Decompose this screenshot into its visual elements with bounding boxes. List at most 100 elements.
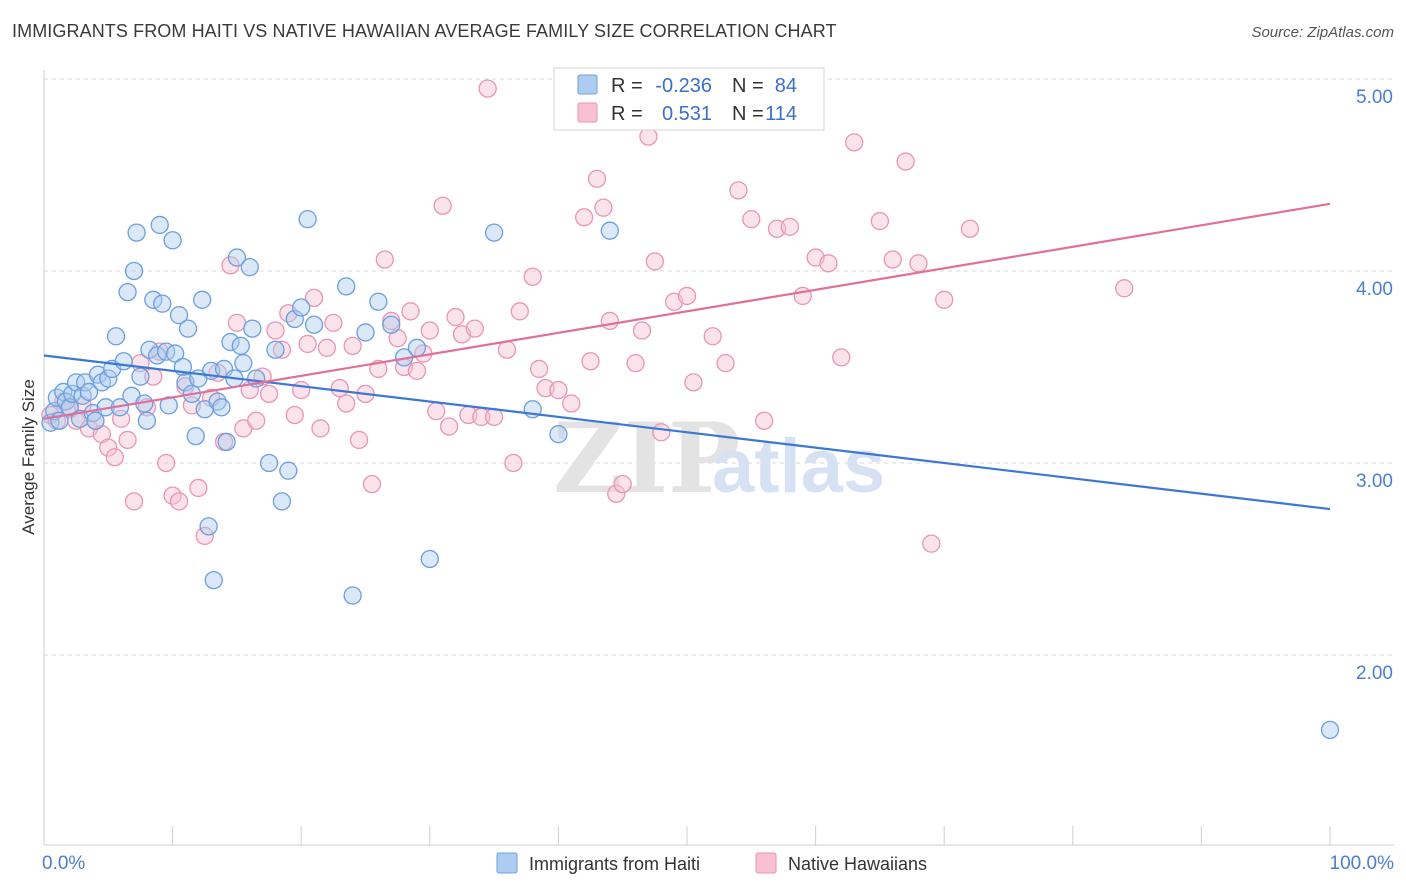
- watermark: ZIP atlas: [553, 402, 885, 515]
- haiti-point-61: [243, 319, 262, 338]
- haiti-point-67: [285, 309, 304, 329]
- legend-swatch-hawaiian: [577, 102, 598, 123]
- haiti-point-73: [356, 323, 375, 342]
- hawaiian-point-97: [755, 411, 774, 430]
- y-axis-label: Average Family Size: [19, 379, 38, 535]
- haiti-point-26: [127, 223, 146, 242]
- haiti-point-69: [298, 210, 317, 229]
- haiti-point-38: [166, 344, 185, 363]
- haiti-point-29: [137, 411, 157, 430]
- haiti-point-12: [79, 382, 99, 402]
- haiti-point-48: [199, 517, 218, 536]
- haiti-point-64: [266, 340, 285, 359]
- hawaiian-point-76: [549, 380, 568, 400]
- hawaiian-point-71: [504, 453, 523, 473]
- hawaiian-point-86: [632, 321, 652, 340]
- hawaiian-point-48: [349, 430, 369, 450]
- haiti-point-23: [118, 282, 137, 302]
- hawaiian-point-42: [311, 419, 330, 438]
- haiti-point-71: [337, 277, 356, 296]
- hawaiian-point-40: [298, 334, 317, 354]
- haiti-point-20: [106, 327, 126, 346]
- axes: [43, 70, 1394, 846]
- hawaiian-point-12: [118, 430, 137, 450]
- hawaiian-point-74: [529, 359, 549, 379]
- hawaiian-point-94: [716, 354, 735, 373]
- hawaiian-point-56: [401, 302, 420, 321]
- haiti-point-14: [86, 411, 105, 430]
- hawaiian-point-72: [510, 302, 529, 321]
- haiti-point-34: [153, 294, 172, 313]
- hawaiian-point-73: [523, 267, 542, 286]
- haiti-point-37: [163, 231, 182, 250]
- haiti-point-35: [157, 342, 176, 361]
- y-tick-label-2: 4.00: [1356, 279, 1393, 300]
- hawaiian-point-34: [259, 384, 279, 404]
- hawaiian-point-112: [1115, 279, 1134, 298]
- haiti-point-32: [148, 346, 167, 365]
- hawaiian-point-70: [497, 340, 517, 359]
- hawaiian-point-87: [639, 127, 658, 146]
- hawaiian-point-45: [330, 378, 349, 398]
- legend-r-value-1: -0.236: [655, 75, 712, 97]
- hawaiian-point-38: [285, 405, 304, 425]
- legend-n-value-2: 114: [765, 103, 797, 125]
- hawaiian-point-84: [613, 474, 632, 494]
- haiti-point-78: [420, 549, 439, 569]
- hawaiian-point-105: [870, 211, 890, 231]
- hawaiian-point-50: [362, 474, 382, 494]
- hawaiian-point-95: [729, 181, 748, 200]
- hawaiian-point-52: [375, 250, 394, 269]
- hawaiian-point-79: [581, 352, 600, 371]
- hawaiian-point-32: [247, 411, 266, 430]
- y-tick-labels: 2.00 3.00 4.00 5.00: [1356, 87, 1393, 684]
- hawaiian-point-24: [195, 526, 214, 546]
- haiti-point-79: [484, 223, 504, 242]
- trend-lines: [43, 202, 1331, 511]
- hawaiian-point-43: [317, 338, 337, 357]
- haiti-point-18: [99, 369, 118, 388]
- hawaiian-point-60: [427, 402, 446, 421]
- haiti-point-75: [382, 315, 401, 334]
- haiti-point-39: [169, 306, 189, 325]
- hawaiian-point-91: [677, 286, 697, 306]
- hawaiian-point-99: [780, 217, 800, 236]
- x-tick-label-max: 100.0%: [1330, 853, 1395, 874]
- haiti-point-42: [178, 319, 198, 338]
- trend-line-haiti: [43, 354, 1331, 511]
- haiti-point-22: [114, 352, 133, 371]
- bottom-legend-label-hawaiian: Native Hawaiians: [788, 854, 927, 874]
- haiti-point-33: [150, 215, 169, 235]
- haiti-point-50: [204, 570, 223, 590]
- hawaiian-point-92: [684, 373, 703, 392]
- hawaiian-point-109: [922, 534, 941, 553]
- haiti-point-46: [193, 290, 212, 309]
- legend-frame: [553, 67, 825, 131]
- haiti-point-54: [217, 432, 236, 452]
- hawaiian-point-66: [465, 319, 484, 338]
- hawaiian-point-88: [645, 252, 664, 271]
- haiti-point-68: [292, 298, 311, 317]
- hawaiian-point-80: [587, 169, 607, 188]
- hawaiian-point-36: [272, 340, 292, 359]
- hawaiian-point-61: [433, 196, 452, 215]
- haiti-point-81: [549, 425, 568, 444]
- bottom-legend-label-haiti: Immigrants from Haiti: [529, 854, 700, 874]
- legend-swatch-haiti: [577, 74, 598, 95]
- haiti-point-82: [600, 221, 619, 240]
- haiti-point-72: [343, 586, 362, 605]
- legend-r-label-2: R =: [611, 103, 643, 125]
- haiti-point-66: [279, 461, 298, 480]
- haiti-point-70: [304, 315, 324, 334]
- hawaiian-point-13: [124, 492, 144, 511]
- series-native-hawaiians-points: [41, 79, 1134, 553]
- haiti-point-6: [60, 398, 79, 417]
- haiti-point-58: [231, 336, 250, 356]
- haiti-point-25: [124, 261, 144, 281]
- hawaiian-point-111: [960, 219, 980, 238]
- hawaiian-point-77: [562, 394, 581, 413]
- y-tick-label-3: 5.00: [1356, 87, 1393, 108]
- legend-n-label-2: N =: [732, 103, 764, 125]
- hawaiian-point-106: [883, 250, 902, 269]
- legend-r-label-1: R =: [611, 75, 643, 97]
